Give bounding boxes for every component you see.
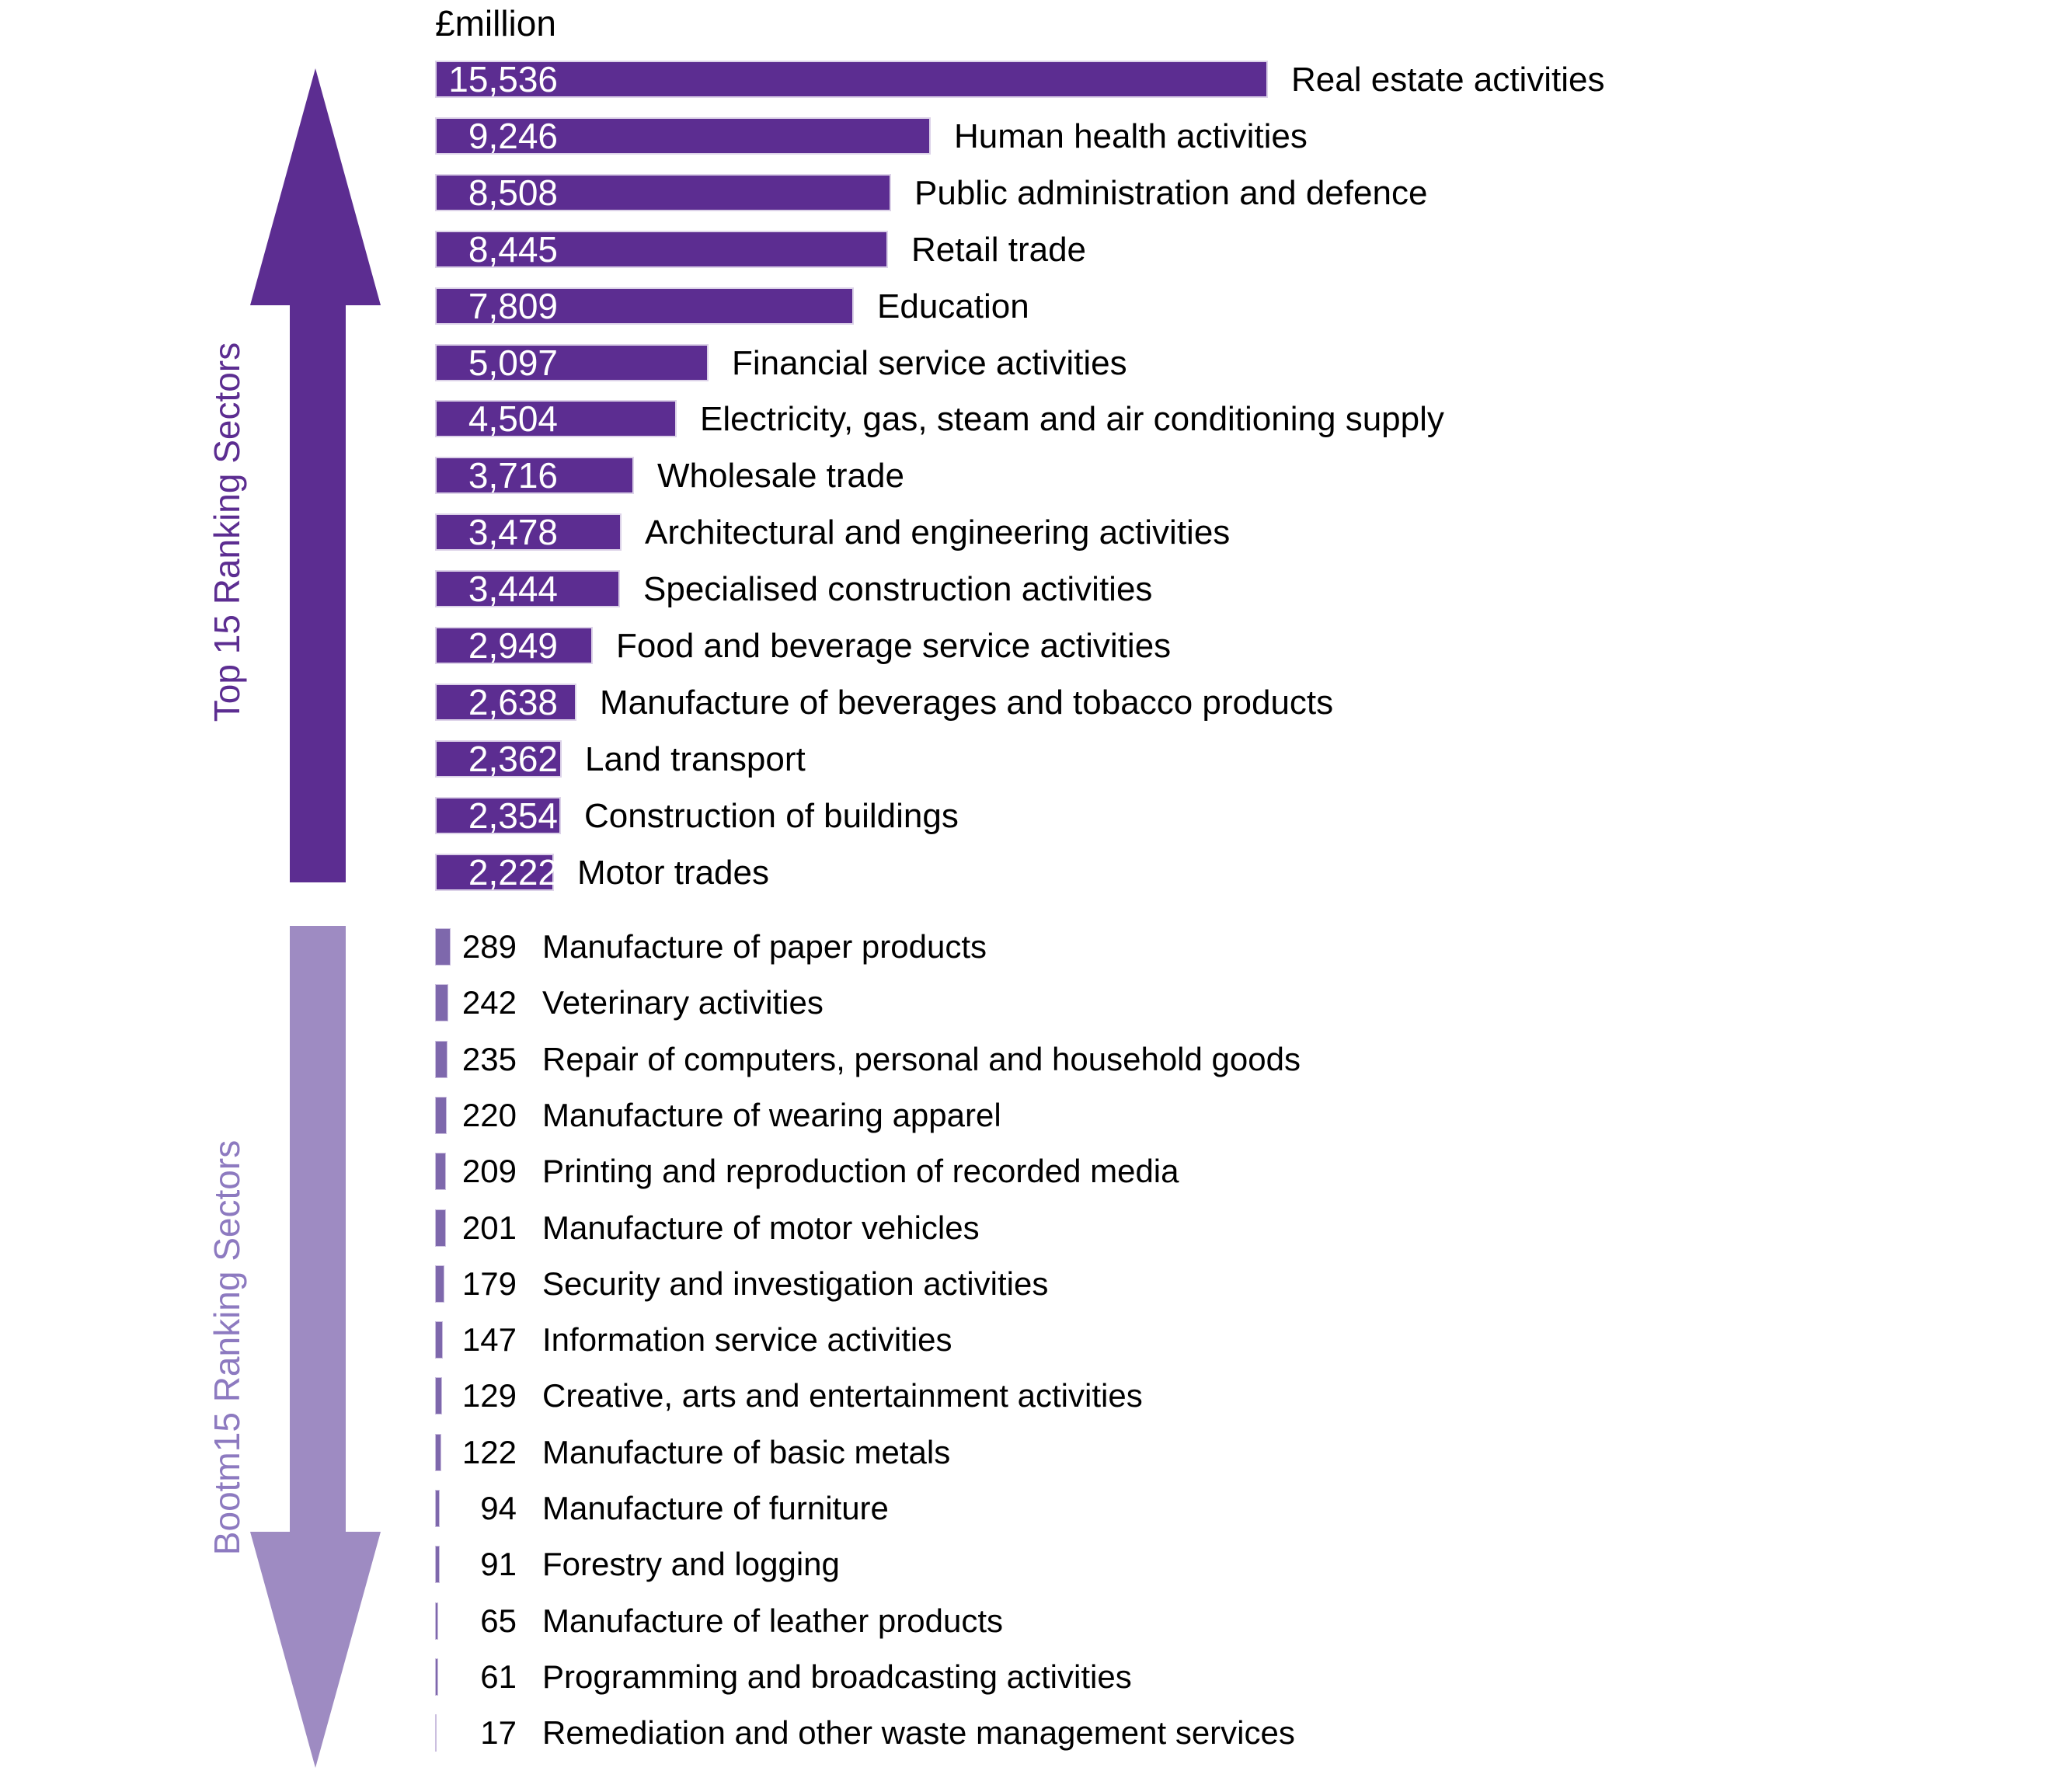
- bar: [435, 1209, 446, 1247]
- bar-value: 9,246: [468, 116, 558, 156]
- bar-label: Construction of buildings: [584, 797, 959, 835]
- bar-value: 201: [461, 1209, 517, 1246]
- bar-label: Manufacture of basic metals: [542, 1434, 951, 1470]
- bar: [435, 174, 891, 211]
- bar-label: Manufacture of furniture: [542, 1490, 889, 1526]
- bar-label: Motor trades: [577, 854, 769, 892]
- bar: [435, 513, 622, 551]
- bar: [435, 117, 931, 155]
- bar: [435, 457, 634, 494]
- bar-label: Manufacture of paper products: [542, 928, 987, 965]
- bar: [435, 854, 554, 891]
- bar: [435, 928, 451, 966]
- bar-value: 122: [461, 1434, 517, 1470]
- bar-label: Repair of computers, personal and househ…: [542, 1041, 1301, 1077]
- bar-label: Veterinary activities: [542, 984, 824, 1021]
- bar: [435, 287, 854, 325]
- bar-value: 129: [461, 1377, 517, 1414]
- bar-value: 2,222: [468, 852, 558, 892]
- bar-label: Manufacture of beverages and tobacco pro…: [600, 684, 1334, 722]
- up-arrow-icon: [250, 68, 381, 882]
- bar-label: Land transport: [585, 740, 806, 778]
- bar-value: 8,445: [468, 229, 558, 270]
- bar: [435, 740, 562, 778]
- bar-value: 91: [480, 1546, 517, 1582]
- bar-label: Architectural and engineering activities: [645, 513, 1231, 551]
- bar: [435, 344, 709, 381]
- bar: [435, 1602, 438, 1640]
- bar-label: Public administration and defence: [914, 174, 1428, 212]
- down-arrow-icon: [250, 926, 381, 1768]
- bar-value: 289: [461, 928, 517, 965]
- bar-label: Security and investigation activities: [542, 1265, 1049, 1302]
- bar: [435, 684, 576, 721]
- bar-label: Programming and broadcasting activities: [542, 1658, 1132, 1695]
- bar: [435, 1490, 440, 1527]
- bar: [435, 1153, 446, 1190]
- bar-value: 15,536: [448, 59, 558, 99]
- bar-value: 147: [461, 1321, 517, 1358]
- bar-value: 7,809: [468, 286, 558, 326]
- bar: [435, 984, 448, 1021]
- top15-up-arrow: [250, 68, 381, 882]
- bar: [435, 1097, 447, 1134]
- bar-value: 8,508: [468, 172, 558, 213]
- bar-label: Remediation and other waste management s…: [542, 1714, 1295, 1751]
- bar-value: 65: [480, 1602, 517, 1639]
- bar-label: Financial service activities: [732, 344, 1127, 382]
- bottom15-section-label: Bootm15 Ranking Sectors: [207, 1139, 247, 1556]
- bar-label: Specialised construction activities: [643, 570, 1153, 608]
- bar: [435, 797, 561, 834]
- bar: [435, 61, 1268, 98]
- bar-label: Printing and reproduction of recorded me…: [542, 1153, 1179, 1189]
- bar-value: 3,444: [468, 569, 558, 609]
- bar-label: Real estate activities: [1291, 61, 1605, 99]
- bar-value: 220: [461, 1097, 517, 1133]
- bar-label: Manufacture of leather products: [542, 1602, 1004, 1639]
- bar-label: Wholesale trade: [657, 457, 904, 495]
- bar-value: 3,478: [468, 512, 558, 552]
- bar: [435, 1714, 437, 1752]
- bar-label: Manufacture of wearing apparel: [542, 1097, 1001, 1133]
- bar-value: 94: [480, 1490, 517, 1526]
- top15-section-label: Top 15 Ranking Sectors: [207, 342, 247, 722]
- bottom15-down-arrow: [250, 926, 381, 1768]
- unit-axis-label: £million: [435, 3, 556, 43]
- bar: [435, 1265, 444, 1303]
- bar-value: 242: [461, 984, 517, 1021]
- bar-label: Creative, arts and entertainment activit…: [542, 1377, 1143, 1414]
- bar: [435, 1434, 441, 1471]
- bar: [435, 400, 677, 437]
- bar-value: 235: [461, 1041, 517, 1077]
- bar: [435, 1041, 447, 1078]
- bar-value: 179: [461, 1265, 517, 1302]
- bar: [435, 1658, 438, 1696]
- bar: [435, 627, 593, 664]
- bar-value: 17: [480, 1714, 517, 1751]
- bar-label: Manufacture of motor vehicles: [542, 1209, 980, 1246]
- bar: [435, 1546, 440, 1583]
- bar-value: 4,504: [468, 398, 558, 439]
- bar-label: Human health activities: [954, 117, 1308, 155]
- bar-value: 5,097: [468, 343, 558, 383]
- bar: [435, 570, 620, 607]
- bar-label: Education: [877, 287, 1029, 325]
- bar-label: Electricity, gas, steam and air conditio…: [700, 400, 1444, 438]
- bar-value: 2,354: [468, 795, 558, 836]
- bar-value: 61: [480, 1658, 517, 1695]
- bar-label: Information service activities: [542, 1321, 952, 1358]
- bar-value: 2,362: [468, 739, 558, 779]
- bar-value: 2,949: [468, 625, 558, 666]
- bar: [435, 1377, 442, 1414]
- bar-value: 2,638: [468, 682, 558, 722]
- bar-value: 209: [461, 1153, 517, 1189]
- bar-label: Forestry and logging: [542, 1546, 840, 1582]
- bar-value: 3,716: [468, 455, 558, 496]
- bar-label: Food and beverage service activities: [616, 627, 1172, 665]
- bar: [435, 231, 888, 268]
- bar-label: Retail trade: [911, 231, 1087, 269]
- bar: [435, 1321, 443, 1359]
